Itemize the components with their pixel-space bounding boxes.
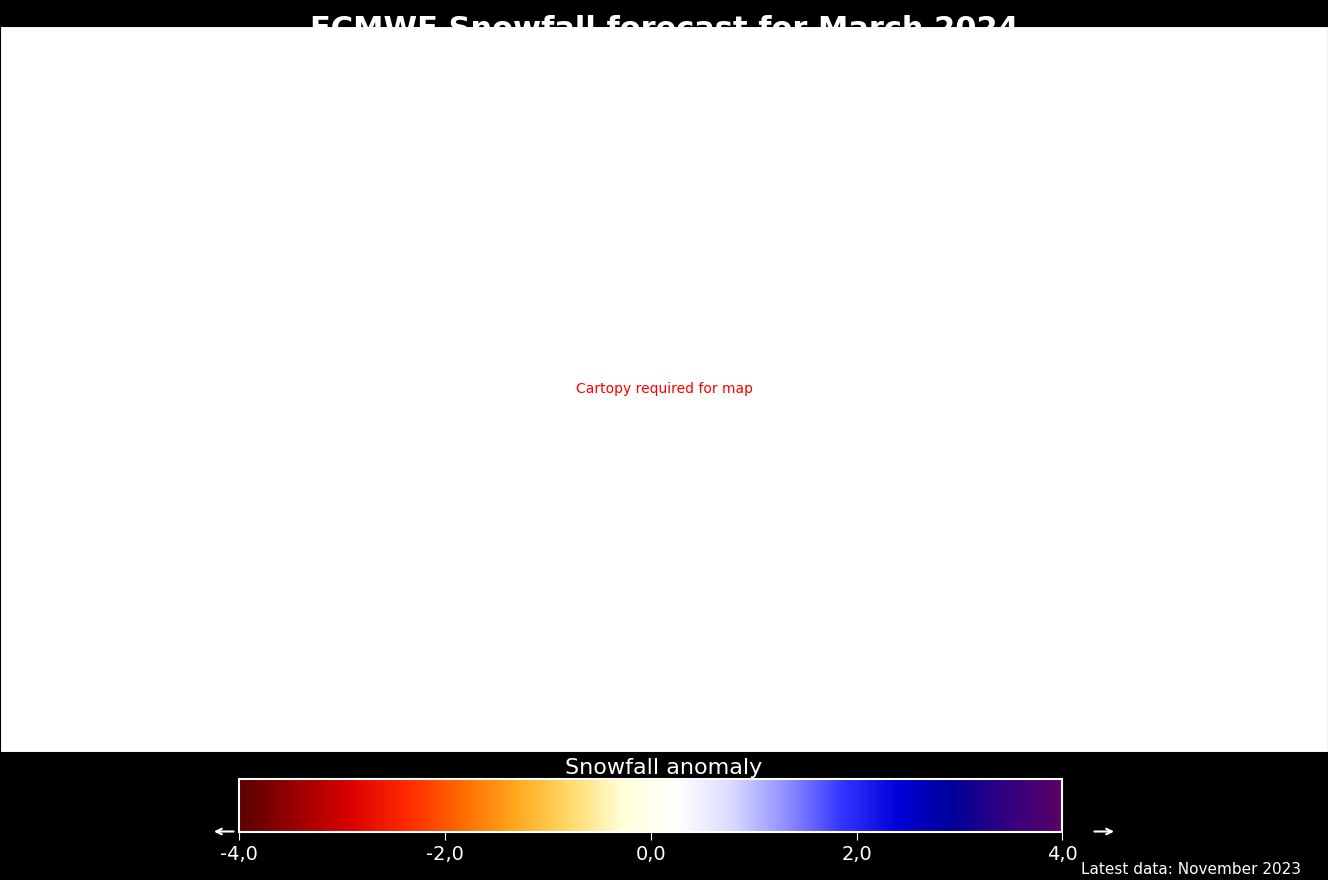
Text: Snowfall anomaly: Snowfall anomaly <box>566 758 762 778</box>
Text: ECMWF Snowfall forecast for March 2024: ECMWF Snowfall forecast for March 2024 <box>309 15 1019 44</box>
Text: www.severe-weather.eu    Andrej Flis (@Recretos): www.severe-weather.eu Andrej Flis (@Recr… <box>421 73 907 92</box>
Text: Cartopy required for map: Cartopy required for map <box>575 383 753 396</box>
Text: Latest data: November 2023: Latest data: November 2023 <box>1081 862 1301 877</box>
